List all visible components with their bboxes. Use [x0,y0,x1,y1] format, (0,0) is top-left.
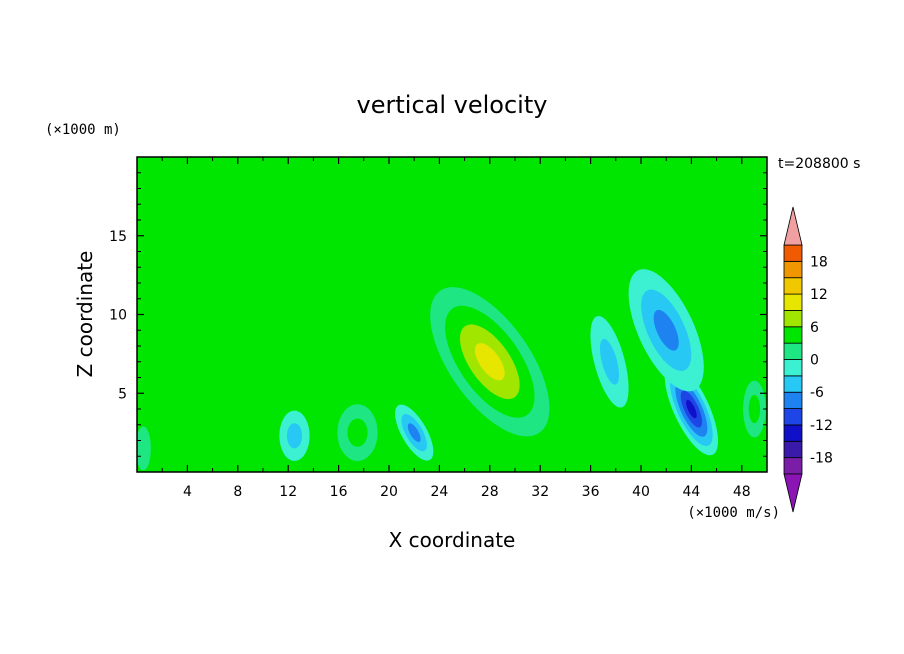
time-label: t=208800 s [778,156,860,172]
colorbar-band [783,310,803,328]
colorbar-tick-label: 12 [810,287,828,303]
field-feature [279,410,310,461]
colorbar-tick-label: -6 [810,385,824,401]
contour-band [407,423,421,442]
colorbar-tick-label: -18 [810,451,833,467]
colorbar-band [783,375,803,393]
field-feature [743,380,766,438]
colorbar-band [783,391,803,409]
contour-band [286,423,303,449]
x-tick-label: 28 [481,484,499,500]
y-axis-label: Z coordinate [73,251,97,378]
colorbar-under-arrow [783,473,803,513]
colorbar-band [783,359,803,377]
field-feature [430,287,550,437]
x-axis-ticks: 4 8 12 16 20 24 28 32 36 40 44 48 [161,157,751,500]
colorbar-band [783,277,803,295]
x-tick-label: 12 [279,484,297,500]
x-tick-label: 32 [531,484,549,500]
contour-band [347,418,368,447]
contour-band [653,309,679,351]
x-tick-label: 24 [430,484,448,500]
y-tick-label: 10 [109,308,127,324]
colorbar-tick-label: 0 [810,353,819,369]
colorbar-tick-label: 18 [810,254,828,270]
y-tick-label: 15 [109,229,127,245]
colorbar-band [783,244,803,262]
x-tick-label: 20 [380,484,398,500]
colorbar-band [783,293,803,311]
contour-band [686,399,697,419]
field-feature [137,426,151,471]
x-tick-label: 36 [582,484,600,500]
colorbar-band [783,457,803,475]
colorbar-band [783,440,803,459]
x-tick-label: 48 [733,484,751,500]
colorbar-tick-label: -12 [810,418,833,434]
contour-band [599,338,620,385]
colorbar-band [783,260,803,279]
chart-title: vertical velocity [357,91,548,119]
field-feature [395,404,434,461]
velocity-field [137,269,766,471]
colorbar-band [783,326,803,344]
x-tick-label: 44 [682,484,700,500]
field-feature [337,404,378,461]
y-unit-label: (×1000 m) [45,122,121,138]
contour-band [748,394,761,424]
x-tick-label: 4 [183,484,192,500]
x-unit-label: (×1000 m/s) [687,505,780,521]
colorbar: 18 12 6 0 -6 -12 -18 [783,206,833,513]
colorbar-tick-label: 6 [810,320,819,336]
colorbar-band [783,408,803,426]
y-tick-label: 5 [118,386,127,402]
colorbar-band [783,342,803,360]
contour-band [137,426,151,471]
colorbar-over-arrow [783,206,803,246]
field-feature [628,269,704,392]
field-feature [590,315,629,408]
colorbar-band [783,424,803,442]
x-tick-label: 40 [632,484,650,500]
x-axis-label: X coordinate [389,528,516,552]
y-axis-ticks: 5 10 15 [109,172,767,457]
x-tick-label: 16 [330,484,348,500]
x-tick-label: 8 [233,484,242,500]
contour-band [474,343,505,381]
plot-area [136,156,768,473]
